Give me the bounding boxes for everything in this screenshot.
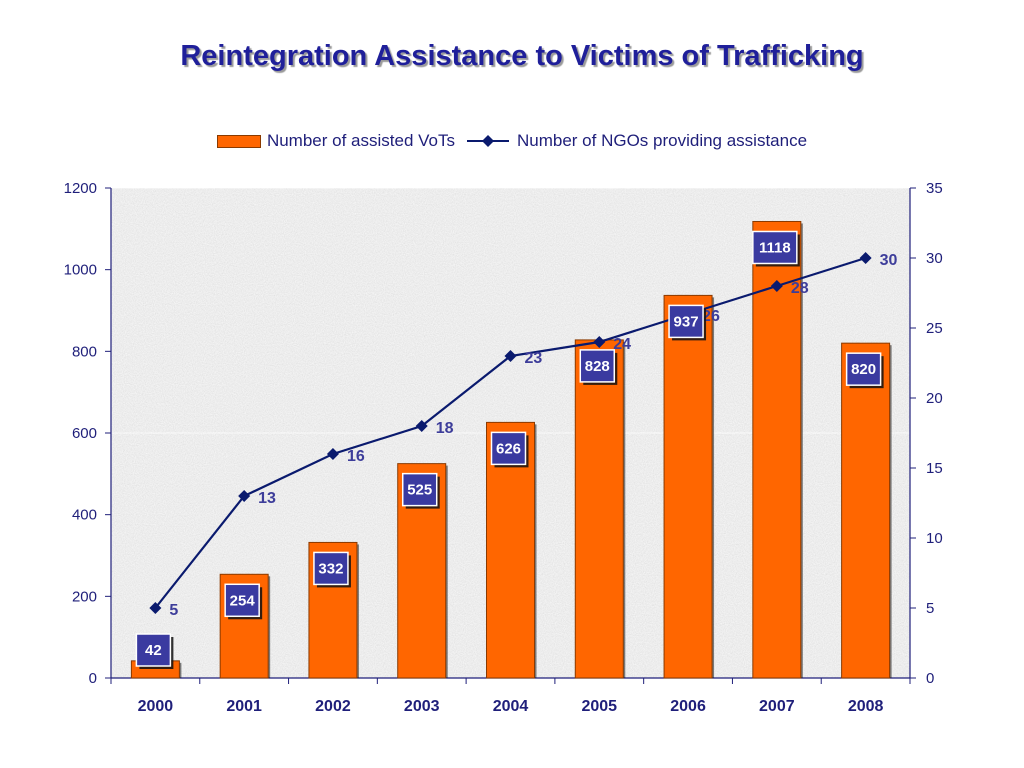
- y-left-tick-label: 800: [72, 343, 97, 360]
- ngos-data-label: 13: [258, 490, 276, 507]
- legend-swatch-bar: [216, 134, 261, 148]
- y-left-tick-label: 1000: [64, 262, 97, 279]
- x-tick-label: 2006: [670, 698, 706, 715]
- bar: [663, 294, 713, 679]
- y-left-tick-label: 200: [72, 588, 97, 605]
- x-tick-label: 2000: [138, 698, 174, 715]
- y-right-tick-label: 35: [926, 180, 943, 197]
- bar-label-box: [579, 349, 616, 383]
- bar-label-box: [490, 431, 527, 466]
- y-right-tick-label: 0: [926, 670, 934, 687]
- x-tick-label: 2002: [315, 698, 351, 715]
- bar-data-label: 42: [145, 642, 162, 659]
- ngos-point: [504, 350, 517, 362]
- x-tick-label: 2007: [759, 698, 795, 715]
- legend-item-vots: Number of assisted VoTs: [216, 131, 455, 151]
- y-right-tick-label: 15: [926, 460, 943, 477]
- legend-swatch-line: [466, 135, 509, 147]
- ngos-data-label: 30: [880, 252, 898, 269]
- bar: [752, 220, 802, 679]
- ngos-point: [415, 420, 428, 432]
- bar-label-box: [313, 551, 349, 586]
- ngos-point: [770, 280, 783, 292]
- x-tick-label: 2008: [848, 698, 884, 715]
- chart-title: Reintegration Assistance to Victims of T…: [180, 40, 864, 72]
- ngos-point: [859, 252, 872, 264]
- bar-label-box: [668, 304, 704, 339]
- y-right-tick-label: 20: [926, 390, 943, 407]
- ngos-data-label: 23: [525, 350, 543, 367]
- y-left-tick-label: 400: [72, 507, 97, 524]
- ngos-point: [149, 602, 162, 614]
- bar-label-box: [401, 472, 438, 507]
- y-right-tick-label: 10: [926, 530, 943, 547]
- bar-data-label: 828: [585, 358, 610, 375]
- ngos-data-label: 16: [347, 448, 365, 465]
- x-tick-label: 2004: [493, 698, 529, 715]
- chart-legend: Number of assisted VoTs Number of NGOs p…: [0, 128, 1024, 154]
- x-tick-label: 2001: [226, 698, 262, 715]
- y-right-tick-label: 30: [926, 250, 943, 267]
- x-tick-label: 2003: [404, 698, 440, 715]
- bar-data-label: 1118: [759, 239, 791, 256]
- y-left-tick-label: 600: [72, 425, 97, 442]
- bar-label-box: [224, 583, 260, 618]
- bar-data-label: 254: [230, 592, 256, 609]
- bar-data-label: 332: [318, 560, 343, 577]
- ngos-data-label: 5: [169, 602, 178, 619]
- bar-label-box: [135, 633, 172, 667]
- legend-label-ngos: Number of NGOs providing assistance: [516, 131, 808, 150]
- ngos-data-label: 28: [791, 280, 809, 297]
- legend-item-ngos: Number of NGOs providing assistance: [465, 131, 807, 151]
- bar: [841, 342, 891, 679]
- ngos-point: [326, 448, 339, 460]
- y-right-tick-label: 5: [926, 600, 934, 617]
- bar-data-label: 626: [496, 440, 521, 457]
- legend-label-vots: Number of assisted VoTs: [266, 131, 455, 150]
- bar-label-box: [752, 230, 798, 265]
- bar-label-box: [845, 352, 882, 386]
- ngos-point: [593, 336, 606, 348]
- ngos-data-label: 26: [702, 308, 720, 325]
- y-left-tick-label: 1200: [64, 180, 97, 197]
- ngos-point: [238, 490, 251, 502]
- ngos-data-label: 24: [613, 336, 631, 353]
- bar: [574, 339, 624, 679]
- x-tick-label: 2005: [581, 698, 617, 715]
- y-left-tick-label: 0: [89, 670, 97, 687]
- bar-data-label: 820: [851, 361, 876, 378]
- bar-data-label: 937: [674, 313, 699, 330]
- ngos-data-label: 18: [436, 420, 454, 437]
- bar-data-label: 525: [407, 482, 432, 499]
- y-right-tick-label: 25: [926, 320, 943, 337]
